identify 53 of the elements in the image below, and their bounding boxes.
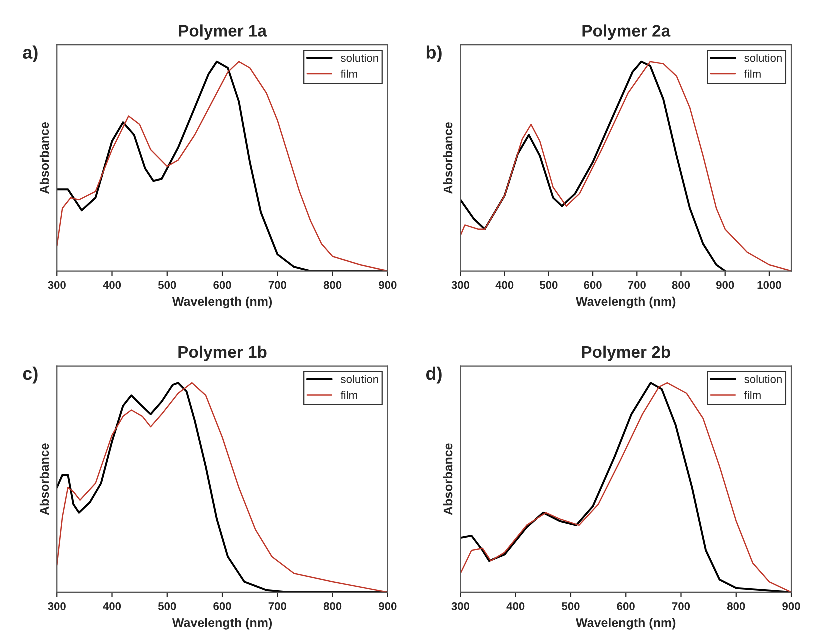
chart-title: Polymer 1b	[178, 346, 267, 362]
x-tick-label: 300	[48, 602, 66, 610]
y-axis-title: Absorbance	[40, 444, 50, 516]
text: c)	[23, 366, 38, 384]
x-tick-label: 300	[452, 602, 470, 610]
legend-label: film	[744, 391, 761, 400]
x-tick-label: 1000	[758, 281, 782, 290]
x-tick-label: 400	[103, 602, 122, 610]
x-tick-label: 300	[452, 281, 470, 290]
x-tick-label: 600	[214, 602, 232, 610]
legend-label: film	[340, 70, 358, 78]
x-tick-label: 900	[782, 602, 800, 610]
x-axis-title: Wavelength (nm)	[172, 618, 272, 630]
legend-label: solution	[744, 54, 782, 62]
legend-label: solution	[341, 54, 378, 62]
legend-label: solution	[341, 375, 378, 384]
x-tick-label: 300	[48, 281, 66, 290]
chart-title: Polymer 2b	[582, 346, 670, 362]
x-tick-label: 800	[324, 281, 342, 290]
x-tick-label: 900	[379, 602, 397, 610]
x-axis-title: Wavelength (nm)	[576, 296, 676, 309]
x-tick-label: 700	[268, 281, 286, 290]
x-tick-label: 400	[496, 281, 514, 290]
legend-label: solution	[744, 375, 782, 384]
chart-title: Polymer 1a	[179, 24, 268, 40]
x-tick-label: 800	[672, 281, 690, 290]
x-tick-label: 500	[540, 281, 558, 290]
x-tick-label: 700	[268, 602, 286, 610]
text: d)	[426, 366, 442, 384]
x-tick-label: 500	[562, 602, 580, 610]
x-tick-label: 800	[727, 602, 746, 610]
x-tick-label: 600	[584, 281, 602, 290]
y-axis-title: Absorbance	[444, 122, 453, 194]
x-tick-label: 800	[324, 602, 342, 610]
x-tick-label: 700	[628, 281, 646, 290]
x-axis-title: Wavelength (nm)	[576, 618, 676, 630]
y-axis-title: Absorbance	[444, 444, 453, 516]
x-tick-label: 900	[379, 281, 397, 290]
text: a)	[23, 46, 38, 63]
x-tick-label: 500	[158, 281, 176, 290]
legend-label: film	[340, 391, 358, 400]
x-tick-label: 900	[716, 281, 734, 290]
chart-title: Polymer 2a	[582, 24, 671, 40]
legend-label: film	[744, 70, 761, 78]
text: b)	[426, 46, 442, 63]
x-tick-label: 700	[672, 602, 690, 610]
x-tick-label: 600	[214, 281, 232, 290]
x-tick-label: 600	[617, 602, 635, 610]
x-axis-title: Wavelength (nm)	[172, 296, 272, 309]
x-tick-label: 400	[506, 602, 525, 610]
y-axis-title: Absorbance	[40, 122, 50, 194]
x-tick-label: 400	[103, 281, 122, 290]
x-tick-label: 500	[158, 602, 176, 610]
